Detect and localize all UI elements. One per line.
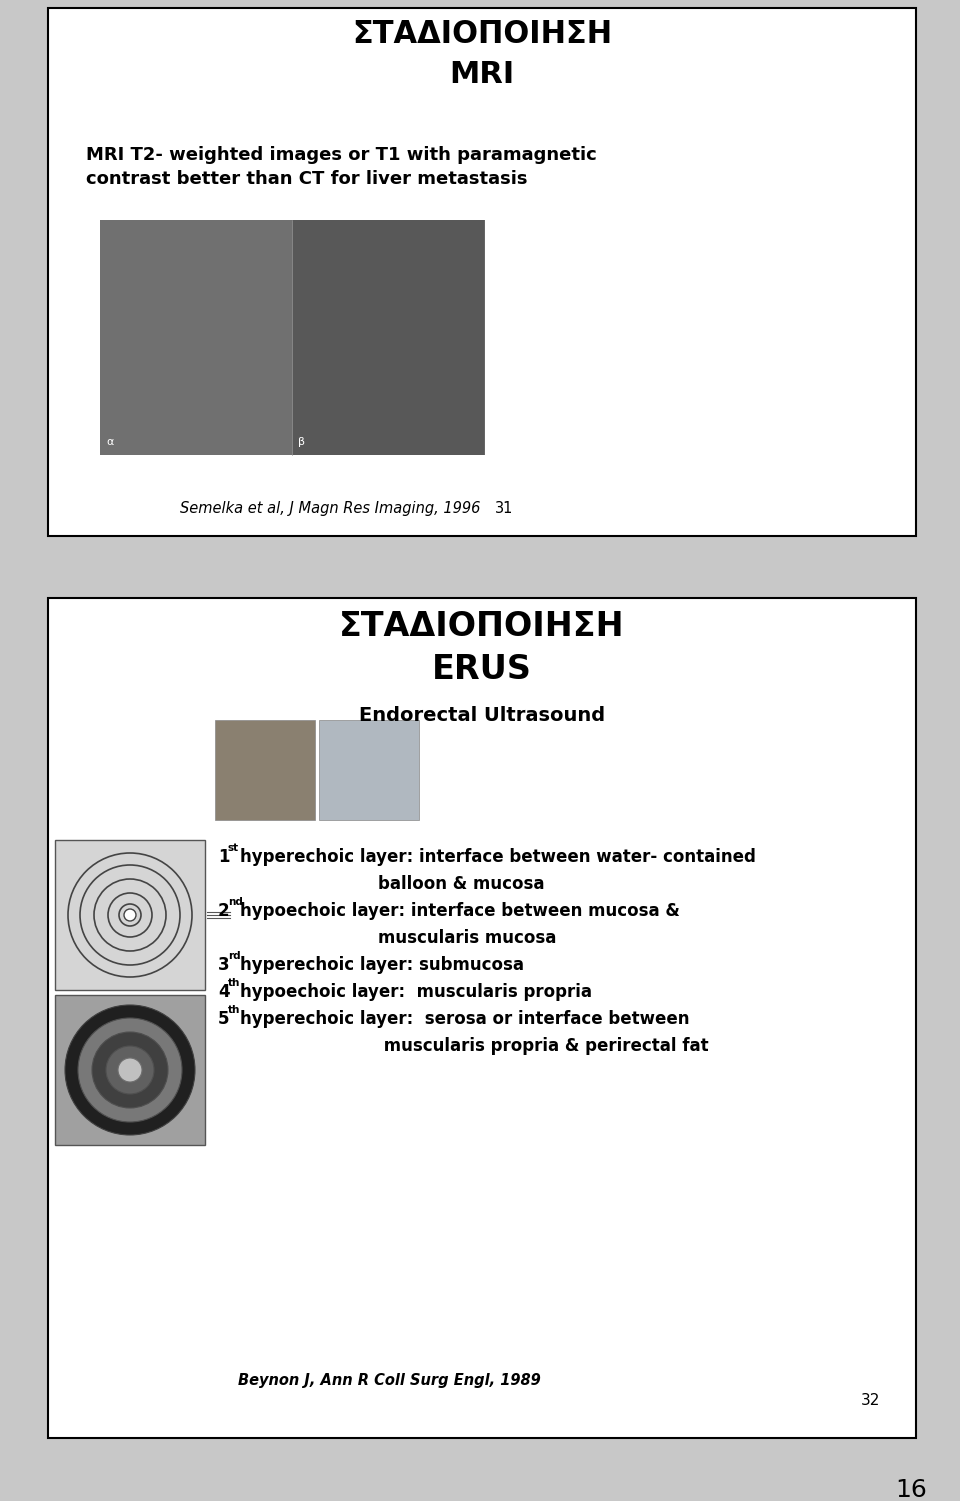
Bar [55,995,205,1145]
Text: Endorectal Ultrasound: Endorectal Ultrasound [359,705,605,725]
Circle shape [78,1018,182,1123]
Text: nd: nd [228,898,243,907]
Text: hypoechoic layer: interface between mucosa &: hypoechoic layer: interface between muco… [240,902,680,920]
Text: 5: 5 [218,1010,229,1028]
Text: muscularis mucosa: muscularis mucosa [240,929,557,947]
Bar [319,720,419,820]
Text: 31: 31 [495,501,514,516]
Bar [55,841,205,991]
Text: 2: 2 [218,902,229,920]
Text: 32: 32 [861,1393,880,1408]
Text: β: β [298,437,305,447]
Text: balloon & mucosa: balloon & mucosa [240,875,544,893]
Bar [48,597,916,1438]
Text: hyperechoic layer:  serosa or interface between: hyperechoic layer: serosa or interface b… [240,1010,689,1028]
Bar [100,221,292,455]
Text: hyperechoic layer: interface between water- contained: hyperechoic layer: interface between wat… [240,848,756,866]
Text: contrast better than CT for liver metastasis: contrast better than CT for liver metast… [86,170,527,188]
Text: ERUS: ERUS [432,653,532,686]
Bar [292,221,484,455]
Circle shape [106,1046,154,1094]
Text: ΣΤΑΔΙΟΠΟΙΗΣΗ: ΣΤΑΔΙΟΠΟΙΗΣΗ [339,609,625,642]
Text: 4: 4 [218,983,229,1001]
Circle shape [118,1058,142,1082]
Bar [215,720,315,820]
Circle shape [92,1033,168,1108]
Text: rd: rd [228,952,241,961]
Text: hypoechoic layer:  muscularis propria: hypoechoic layer: muscularis propria [240,983,592,1001]
Text: ΣΤΑΔΙΟΠΟΙΗΣΗ: ΣΤΑΔΙΟΠΟΙΗΣΗ [352,20,612,50]
Text: 16: 16 [895,1478,926,1501]
Text: st: st [228,844,239,853]
Bar [100,221,485,455]
Text: 3: 3 [218,956,229,974]
Text: MRI: MRI [449,60,515,89]
Circle shape [65,1006,195,1135]
Text: 1: 1 [218,848,229,866]
Text: MRI T2- weighted images or T1 with paramagnetic: MRI T2- weighted images or T1 with param… [86,146,597,164]
Bar [48,8,916,536]
Text: Beynon J, Ann R Coll Surg Engl, 1989: Beynon J, Ann R Coll Surg Engl, 1989 [238,1373,540,1388]
Text: th: th [228,1006,240,1015]
Text: α: α [106,437,113,447]
Circle shape [124,910,136,922]
Text: hyperechoic layer: submucosa: hyperechoic layer: submucosa [240,956,524,974]
Text: th: th [228,979,240,988]
Text: muscularis propria & perirectal fat: muscularis propria & perirectal fat [240,1037,708,1055]
Text: Semelka et al, J Magn Res Imaging, 1996: Semelka et al, J Magn Res Imaging, 1996 [180,501,480,516]
